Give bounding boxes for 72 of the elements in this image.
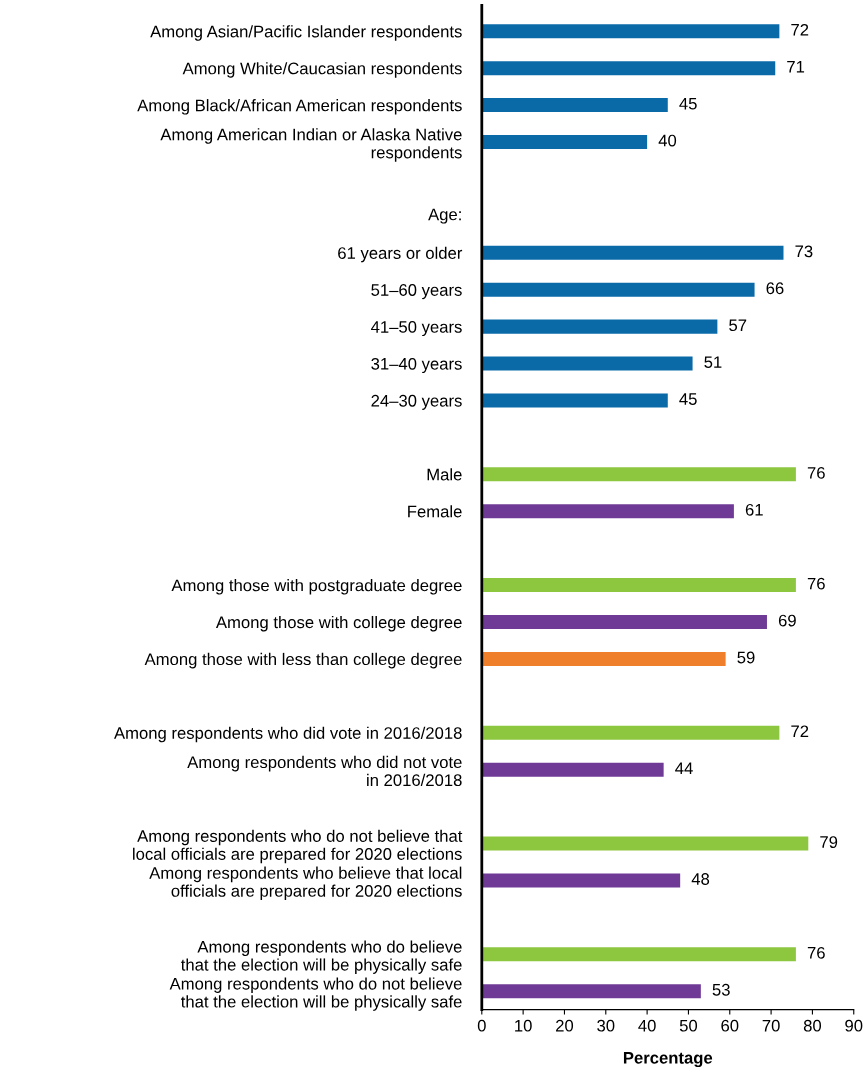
x-tick-label: 90 (845, 1019, 863, 1032)
bar (481, 984, 701, 999)
data-label: 72 (791, 23, 809, 36)
bar (481, 947, 796, 962)
y-tick-label: Male (427, 468, 462, 481)
y-tick-label: Female (408, 505, 462, 518)
bar (481, 135, 648, 150)
bar (481, 725, 780, 740)
bar (481, 61, 776, 76)
y-tick-label: Among respondents who do believe that the election will be physically safe (181, 940, 462, 974)
data-label: 44 (675, 762, 693, 774)
y-tick-label: 41–50 years (371, 321, 462, 337)
data-label: 45 (679, 393, 697, 405)
bar (481, 651, 726, 666)
x-tick-label: 70 (762, 1019, 780, 1032)
x-tick-label: 60 (721, 1019, 739, 1032)
bar (481, 762, 664, 777)
x-tick-label: 80 (803, 1019, 822, 1032)
y-tick-label: Among respondents who believe that local officials are prepared for 2020 elections (149, 866, 462, 901)
bar (481, 393, 668, 408)
bar (481, 467, 796, 482)
data-label: 66 (766, 282, 784, 295)
data-label: 79 (820, 836, 838, 848)
data-label: 76 (807, 577, 825, 590)
x-tick-label: 50 (679, 1019, 698, 1032)
data-label: 48 (691, 873, 710, 885)
bar (481, 245, 784, 260)
x-axis-title: Percentage (623, 1052, 713, 1068)
y-tick-label: 51–60 years (371, 284, 462, 300)
bar (481, 24, 780, 39)
x-tick-label: 20 (556, 1019, 574, 1032)
data-label: 53 (712, 983, 730, 996)
y-tick-label: Among those with less than college degree (144, 652, 462, 669)
y-tick-label: Among respondents who did not vote in 2016/2018 (187, 755, 462, 787)
y-tick-label: 24–30 years (371, 394, 462, 410)
bar (481, 98, 668, 113)
x-tick-label: 30 (597, 1019, 615, 1032)
data-label: 45 (679, 97, 697, 110)
data-label: 57 (729, 319, 747, 332)
y-tick-label: Among respondents who do not believe that local officials are prepared for 2020 elections (133, 829, 463, 864)
data-label: 73 (795, 245, 813, 258)
y-tick-label: Among those with college degree (215, 615, 462, 632)
y-tick-label: 61 years or older (338, 246, 463, 263)
y-tick-label: Among respondents who did vote in 2016/2018 (114, 726, 462, 743)
y-tick-label: Among Black/African American respondents (137, 99, 462, 115)
x-tick-label: 0 (477, 1019, 486, 1032)
bar (481, 578, 796, 593)
y-tick-label: Among White/Caucasian respondents (182, 62, 462, 78)
bar (481, 504, 734, 519)
data-label: 61 (745, 503, 763, 516)
data-label: 76 (807, 946, 825, 959)
data-label: 76 (807, 466, 825, 479)
y-tick-label: Among respondents who do not believe that the election will be physically safe (169, 977, 462, 1011)
x-tick-label: 40 (638, 1019, 656, 1032)
bar (481, 282, 755, 297)
data-label: 40 (658, 134, 677, 147)
y-tick-label: Among American Indian or Alaska Native respondents (160, 128, 462, 162)
y-tick-label: 31–40 years (371, 357, 462, 374)
x-tick-label: 10 (515, 1019, 532, 1032)
bar (481, 836, 809, 851)
data-label: 51 (704, 356, 722, 369)
bar (481, 319, 718, 334)
text: Age: (428, 208, 461, 224)
bar (481, 356, 693, 371)
data-label: 59 (737, 651, 755, 664)
bar (481, 873, 681, 888)
y-tick-label: Among those with postgraduate degree (171, 579, 462, 595)
bar (481, 614, 767, 629)
y-tick-label: Among Asian/Pacific Islander respondents (150, 25, 462, 41)
data-label: 72 (791, 725, 809, 738)
data-label: 69 (778, 614, 796, 627)
data-label: 71 (787, 61, 805, 73)
